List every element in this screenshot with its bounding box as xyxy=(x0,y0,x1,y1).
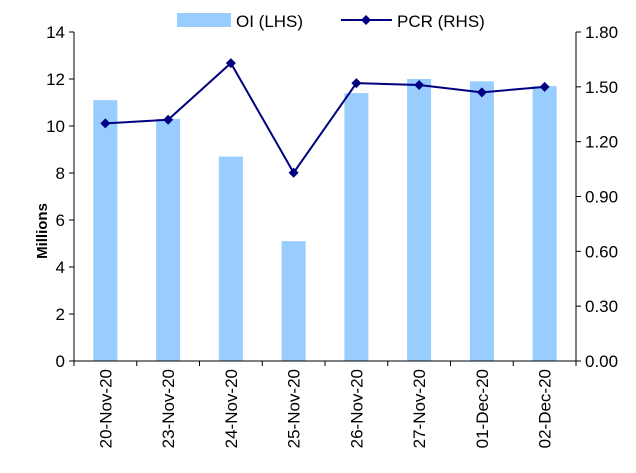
pcr-point xyxy=(100,118,111,129)
pcr-line xyxy=(105,61,545,175)
bars-group xyxy=(93,79,557,362)
oi-bar xyxy=(93,100,118,362)
pcr-point xyxy=(414,80,425,91)
x-tick-label: 26-Nov-20 xyxy=(347,369,366,448)
left-tick-label: 14 xyxy=(46,23,65,42)
left-tick-label: 4 xyxy=(56,258,65,277)
left-tick-label: 10 xyxy=(46,117,65,136)
right-tick-label: 0.90 xyxy=(585,188,618,207)
legend: OI (LHS) PCR (RHS) xyxy=(177,12,485,31)
x-tick-label: 24-Nov-20 xyxy=(222,369,241,448)
x-tick-label: 23-Nov-20 xyxy=(159,369,178,448)
oi-bar xyxy=(532,86,557,362)
x-tick-label: 02-Dec-20 xyxy=(536,369,555,448)
legend-marker-pcr xyxy=(361,15,371,25)
oi-bar xyxy=(344,93,369,361)
axes-group: 0 2 4 6 8 10 12 14 0.00 0.30 0.60 0.90 1.20 1.50 1.80 2… xyxy=(46,23,618,448)
left-tick-label: 2 xyxy=(56,305,65,324)
left-tick-label: 0 xyxy=(56,352,65,371)
x-tick-label: 20-Nov-20 xyxy=(96,369,115,448)
oi-bar xyxy=(407,79,432,361)
x-tick-label: 27-Nov-20 xyxy=(410,369,429,448)
legend-label-pcr: PCR (RHS) xyxy=(397,12,485,31)
pcr-point xyxy=(476,87,487,98)
pcr-point xyxy=(225,58,236,69)
legend-swatch-oi xyxy=(177,13,231,27)
right-tick-label: 0.60 xyxy=(585,242,618,261)
right-tick-label: 0.00 xyxy=(585,352,618,371)
x-tick-label: 25-Nov-20 xyxy=(285,369,304,448)
oi-bar xyxy=(281,241,306,361)
oi-bar xyxy=(156,118,181,361)
oi-bar xyxy=(218,156,243,361)
pcr-line-group xyxy=(100,58,550,178)
pcr-point xyxy=(163,114,174,125)
left-tick-label: 8 xyxy=(56,164,65,183)
left-tick-label: 12 xyxy=(46,70,65,89)
right-tick-label: 1.50 xyxy=(585,78,618,97)
oi-bar xyxy=(469,81,494,361)
y-axis-label: Millions xyxy=(34,203,51,259)
right-tick-label: 1.20 xyxy=(585,133,618,152)
x-tick-label: 01-Dec-20 xyxy=(473,369,492,448)
pcr-point xyxy=(539,81,550,92)
pcr-point xyxy=(351,78,362,89)
legend-label-oi: OI (LHS) xyxy=(236,12,303,31)
right-tick-label: 1.80 xyxy=(585,23,618,42)
left-tick-label: 6 xyxy=(56,211,65,230)
right-tick-label: 0.30 xyxy=(585,297,618,316)
pcr-point xyxy=(288,167,299,178)
